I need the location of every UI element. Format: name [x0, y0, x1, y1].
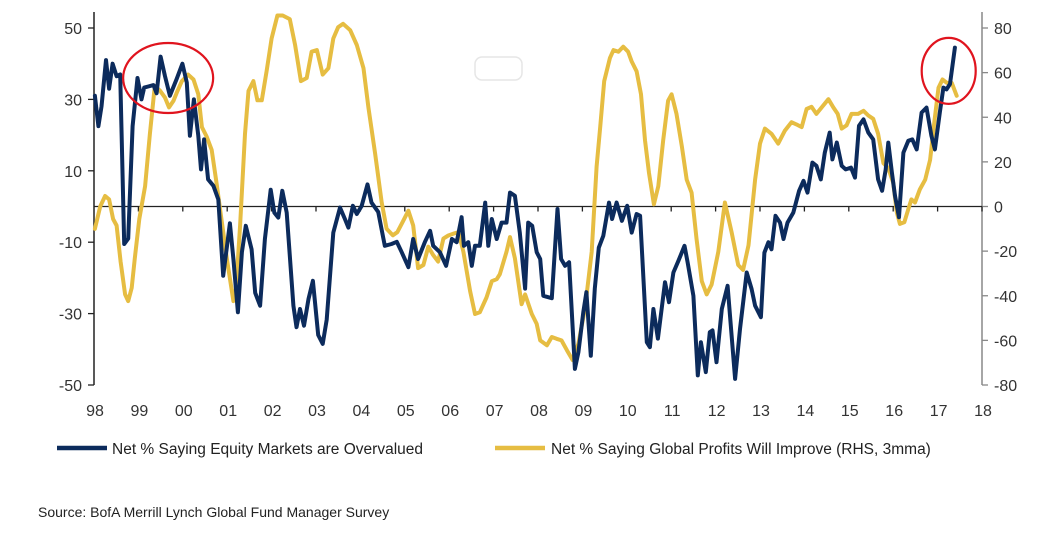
left-tick-label: -10 [59, 235, 82, 252]
right-tick-label: 0 [994, 200, 1003, 217]
x-tick-label: 01 [219, 403, 237, 420]
x-tick-label: 17 [930, 403, 948, 420]
x-tick-label: 05 [397, 403, 415, 420]
x-tick-label: 15 [841, 403, 859, 420]
left-tick-label: 50 [64, 21, 82, 38]
x-tick-label: 02 [264, 403, 282, 420]
x-tick-label: 03 [308, 403, 326, 420]
right-tick-label: -20 [994, 244, 1017, 261]
x-tick-label: 08 [530, 403, 548, 420]
x-tick-label: 04 [353, 403, 371, 420]
left-tick-label: 30 [64, 92, 82, 109]
left-tick-label: -50 [59, 378, 82, 395]
right-tick-label: 40 [994, 110, 1012, 127]
annotation-circle-2017 [920, 36, 977, 105]
right-tick-label: -40 [994, 289, 1017, 306]
annotation-circle-2000 [122, 41, 215, 115]
blank-label-box [474, 56, 523, 81]
series-line-equity-overvalued [92, 45, 957, 381]
right-tick-label: -80 [994, 378, 1017, 395]
x-tick-label: 14 [797, 403, 815, 420]
x-tick-label: 98 [86, 403, 104, 420]
left-tick-label: 10 [64, 164, 82, 181]
legend-label-profits: Net % Saying Global Profits Will Improve… [551, 441, 931, 458]
x-tick-label: 13 [752, 403, 770, 420]
x-tick-label: 09 [575, 403, 593, 420]
source-note: Source: BofA Merrill Lynch Global Fund M… [38, 504, 390, 520]
x-tick-label: 00 [175, 403, 193, 420]
x-tick-label: 10 [619, 403, 637, 420]
x-tick-label: 12 [708, 403, 726, 420]
right-tick-label: 20 [994, 155, 1012, 172]
x-tick-label: 07 [486, 403, 504, 420]
x-tick-label: 99 [131, 403, 149, 420]
right-tick-label: 60 [994, 66, 1012, 83]
series-line-global-profits [92, 13, 959, 362]
legend: Net % Saying Equity Markets are Overvalu… [57, 441, 931, 458]
right-tick-label: -60 [994, 333, 1017, 350]
x-tick-label: 16 [885, 403, 903, 420]
x-tick-label: 18 [974, 403, 992, 420]
legend-label-equity: Net % Saying Equity Markets are Overvalu… [112, 441, 423, 458]
x-tick-label: 06 [441, 403, 459, 420]
left-tick-label: -30 [59, 307, 82, 324]
x-tick-label: 11 [664, 403, 681, 420]
right-tick-label: 80 [994, 21, 1012, 38]
